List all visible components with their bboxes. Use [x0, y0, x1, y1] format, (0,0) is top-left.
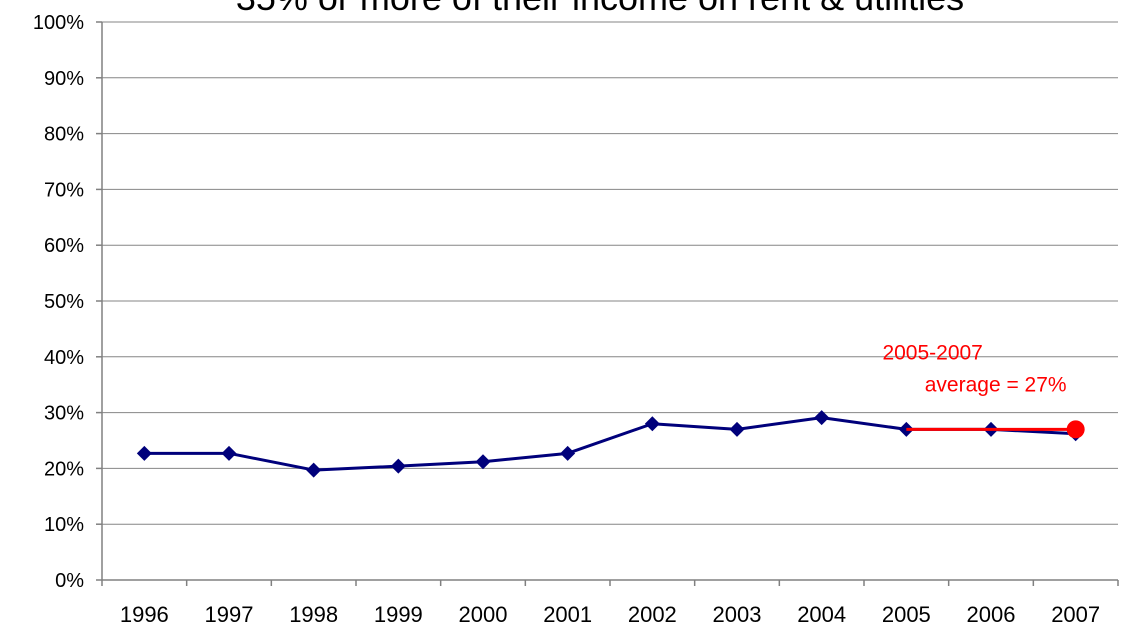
x-tick-label: 1997 [205, 602, 254, 627]
series-line [144, 416, 1076, 472]
y-tick-label: 100% [33, 12, 84, 34]
y-tick-label: 80% [44, 124, 84, 146]
x-tick-label: 2003 [713, 602, 762, 627]
x-tick-label: 2007 [1051, 602, 1100, 627]
x-tick-label: 1996 [120, 602, 169, 627]
x-tick-label: 1999 [374, 602, 423, 627]
data-point [306, 462, 322, 478]
y-tick-label: 10% [44, 514, 84, 536]
data-point [560, 445, 576, 461]
average-label-range: 2005-2007 [882, 341, 982, 364]
y-tick-label: 20% [44, 458, 84, 480]
y-tick-label: 30% [44, 403, 84, 425]
x-tick-label: 2005 [882, 602, 931, 627]
y-tick-label: 70% [44, 179, 84, 201]
data-point [390, 458, 406, 474]
x-tick-labels: 1996 1997 1998 1999 2000 2001 2002 2003 2004 2005… [120, 602, 1100, 627]
data-point [729, 421, 745, 437]
data-point [136, 445, 152, 461]
axes [96, 21, 1119, 586]
y-tick-label: 50% [44, 291, 84, 313]
average-label-value: average = 27% [925, 373, 1067, 396]
data-point [814, 410, 830, 426]
x-tick-label: 2004 [797, 602, 846, 627]
x-tick-label: 2001 [543, 602, 592, 627]
x-tick-label: 2000 [459, 602, 508, 627]
data-point [221, 445, 237, 461]
x-tick-label: 2006 [967, 602, 1016, 627]
data-point [475, 454, 491, 470]
y-tick-label: 40% [44, 347, 84, 369]
x-tick-label: 1998 [289, 602, 338, 627]
gridlines [102, 21, 1118, 525]
series-markers [136, 410, 1084, 478]
average-end-marker [1066, 420, 1085, 439]
average-annotation: 2005-2007 average = 27% [882, 341, 1085, 439]
y-tick-labels: 0% 10% 20% 30% 40% 50% 60% 70% 80% 90% 100% [33, 12, 84, 592]
y-tick-label: 60% [44, 235, 84, 257]
x-tick-label: 2002 [628, 602, 677, 627]
data-point [644, 416, 660, 432]
y-tick-label: 90% [44, 68, 84, 90]
y-tick-label: 0% [55, 570, 84, 592]
chart-title: 35% or more of their income on rent & ut… [236, 0, 964, 18]
